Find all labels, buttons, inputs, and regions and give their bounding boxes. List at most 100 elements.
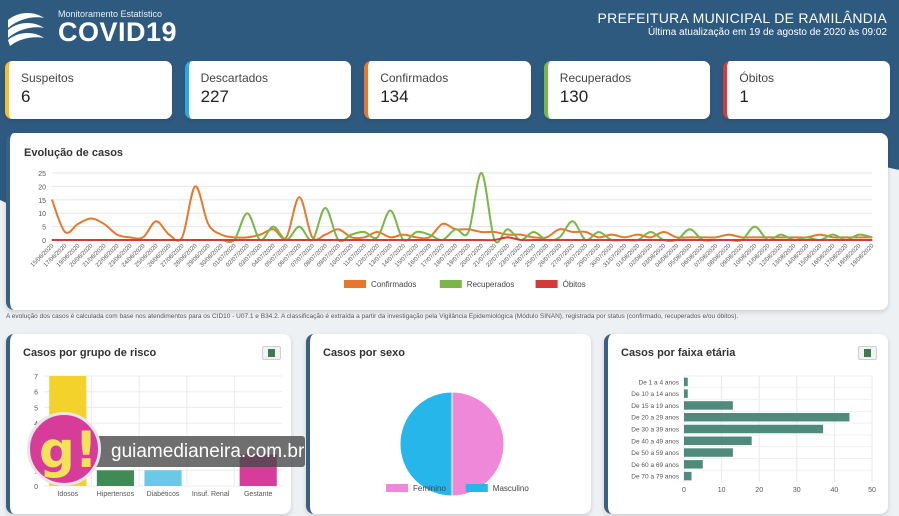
data-point [428, 236, 431, 238]
data-point [389, 236, 392, 238]
data-point [572, 220, 574, 222]
data-point [272, 239, 274, 241]
data-point [259, 234, 261, 236]
data-point [363, 236, 365, 238]
download-spreadsheet-icon[interactable] [858, 346, 877, 360]
municipality-info: PREFEITURA MUNICIPAL DE RAMILÂNDIA Últim… [598, 10, 887, 38]
data-point [77, 239, 79, 241]
bar-age-group [684, 460, 703, 469]
data-point [663, 231, 665, 233]
x-tick-label: 50 [868, 487, 876, 494]
data-point [637, 239, 639, 241]
data-point [220, 234, 222, 236]
data-point [532, 231, 535, 233]
data-point [259, 239, 261, 241]
x-tick-label: 10 [718, 487, 726, 494]
card-descartados: Descartados 227 [184, 61, 352, 119]
data-point [389, 239, 392, 241]
bar-hipertensos [96, 470, 134, 486]
data-point [363, 239, 365, 241]
data-point [207, 239, 209, 241]
data-point [506, 234, 509, 236]
data-point [871, 236, 873, 238]
data-point [90, 239, 92, 241]
data-point [155, 239, 157, 241]
data-point [246, 212, 248, 214]
data-point [572, 231, 574, 233]
data-point [532, 239, 535, 241]
download-spreadsheet-icon[interactable] [262, 346, 281, 360]
y-tick-label: De 30 a 39 anos [631, 427, 679, 434]
y-tick-label: 25 [38, 171, 46, 178]
data-point [780, 234, 782, 236]
data-point [650, 231, 652, 233]
data-point [754, 239, 756, 241]
legend-swatch [386, 484, 408, 492]
data-point [272, 228, 274, 230]
data-point [676, 236, 678, 238]
pie-slice-masculino [399, 391, 453, 497]
data-point [441, 223, 444, 225]
x-tick-label: 20 [755, 487, 763, 494]
data-point [233, 236, 235, 238]
data-point [116, 234, 118, 236]
evolution-note: A evolução dos casos é calculada com bas… [6, 313, 739, 320]
x-tick-label: Insuf. Renal [192, 491, 230, 498]
data-point [324, 207, 326, 209]
legend-label: Confirmados [371, 280, 416, 289]
data-point [402, 234, 405, 236]
card-value: 6 [21, 87, 31, 106]
x-tick-label: Diabéticos [147, 491, 180, 498]
data-point [233, 239, 235, 241]
data-point [871, 239, 873, 241]
watermark-bar: guiamedianeira.com.br [93, 436, 305, 467]
data-point [663, 239, 665, 241]
data-point [103, 239, 105, 241]
data-point [832, 234, 834, 236]
data-point [741, 236, 743, 238]
data-point [676, 239, 678, 241]
municipality-name: PREFEITURA MUNICIPAL DE RAMILÂNDIA [597, 10, 887, 26]
data-point [728, 239, 730, 241]
data-point [103, 223, 105, 225]
data-point [506, 228, 509, 230]
data-point [350, 239, 352, 241]
data-point [728, 234, 730, 236]
data-point [376, 239, 378, 241]
data-point [702, 239, 704, 241]
y-tick-label: 5 [34, 405, 38, 412]
data-point [767, 236, 769, 238]
data-point [572, 239, 574, 241]
data-point [546, 239, 548, 241]
data-point [129, 236, 131, 238]
data-point [585, 231, 587, 233]
data-point [428, 234, 431, 236]
data-point [376, 236, 378, 238]
bar-age-group [684, 436, 752, 446]
y-tick-label: De 40 a 49 anos [631, 438, 679, 445]
data-point [754, 226, 756, 228]
data-point [363, 231, 365, 233]
card-value: 1 [739, 87, 749, 106]
data-point [741, 239, 743, 241]
data-point [324, 234, 326, 236]
y-tick-label: 15 [38, 198, 46, 205]
x-tick-label: Hipertensos [97, 491, 135, 498]
data-point [298, 196, 300, 198]
data-point [337, 228, 339, 230]
x-tick-label: Gestante [244, 491, 273, 498]
data-point [168, 239, 170, 241]
data-point [376, 231, 378, 233]
x-tick-label: 0 [682, 487, 686, 494]
data-point [559, 228, 561, 230]
data-point [90, 217, 92, 220]
data-point [611, 239, 613, 241]
card-value: 134 [380, 87, 409, 106]
series-line-óbitos [52, 236, 872, 242]
wave-logo-icon [8, 13, 44, 46]
card-confirmados: Confirmados 134 [364, 61, 531, 119]
data-point [441, 239, 444, 241]
data-point [715, 239, 717, 241]
sex-title: Casos por sexo [323, 347, 405, 359]
data-point [793, 239, 795, 241]
